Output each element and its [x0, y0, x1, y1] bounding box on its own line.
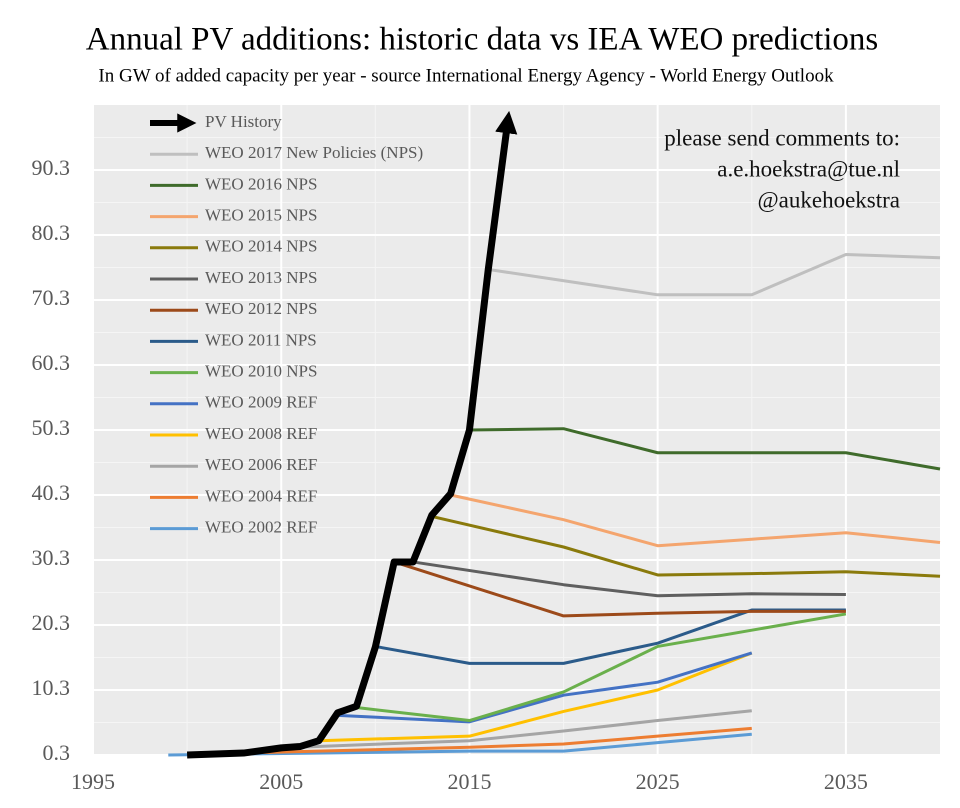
- legend-label: WEO 2013 NPS: [205, 268, 317, 287]
- y-tick-label: 50.3: [32, 415, 71, 440]
- legend-label: WEO 2010 NPS: [205, 362, 317, 381]
- y-tick-label: 90.3: [32, 155, 71, 180]
- series-line: [186, 110, 518, 759]
- legend-label: WEO 2009 REF: [205, 393, 317, 412]
- series-line: [450, 493, 941, 548]
- legend-label: WEO 2011 NPS: [205, 330, 317, 349]
- series-line: [318, 651, 753, 743]
- legend-label: WEO 2002 REF: [205, 518, 317, 537]
- series-line: [281, 709, 752, 750]
- legend-label: WEO 2012 NPS: [205, 299, 317, 318]
- chart-title: Annual PV additions: historic data vs IE…: [86, 22, 879, 58]
- series-line: [488, 253, 941, 297]
- y-tick-label: 30.3: [32, 545, 71, 570]
- series-line: [356, 612, 847, 723]
- x-tick-label: 1995: [71, 769, 115, 794]
- y-tick-label: 40.3: [32, 480, 71, 505]
- series-line: [412, 560, 846, 598]
- y-tick-label: 60.3: [32, 350, 71, 375]
- series-line: [337, 651, 753, 724]
- x-tick-label: 2035: [824, 769, 868, 794]
- series-line: [393, 560, 846, 618]
- y-tick-label: 80.3: [32, 220, 71, 245]
- annotation: @aukehoekstra: [757, 187, 900, 212]
- legend-label: WEO 2014 NPS: [205, 237, 317, 256]
- annotation: please send comments to:: [664, 125, 900, 150]
- legend-label: WEO 2006 REF: [205, 455, 317, 474]
- series-line: [431, 514, 941, 578]
- x-tick-label: 2005: [259, 769, 303, 794]
- legend-label: WEO 2016 NPS: [205, 174, 317, 193]
- y-tick-label: 20.3: [32, 610, 71, 635]
- x-tick-label: 2025: [636, 769, 680, 794]
- legend-label: WEO 2008 REF: [205, 424, 317, 443]
- legend-label: PV History: [205, 112, 282, 131]
- x-tick-label: 2015: [447, 769, 491, 794]
- series-line: [168, 732, 752, 757]
- chart-subtitle: In GW of added capacity per year - sourc…: [98, 65, 834, 86]
- legend-label: WEO 2017 New Policies (NPS): [205, 143, 423, 162]
- series-line: [469, 427, 941, 471]
- y-tick-label: 0.3: [43, 740, 71, 765]
- legend-label: WEO 2015 NPS: [205, 206, 317, 225]
- y-tick-label: 70.3: [32, 285, 71, 310]
- legend-label: WEO 2004 REF: [205, 486, 317, 505]
- series-line: [243, 726, 752, 755]
- annotation: a.e.hoekstra@tue.nl: [717, 156, 900, 181]
- y-tick-label: 10.3: [32, 675, 71, 700]
